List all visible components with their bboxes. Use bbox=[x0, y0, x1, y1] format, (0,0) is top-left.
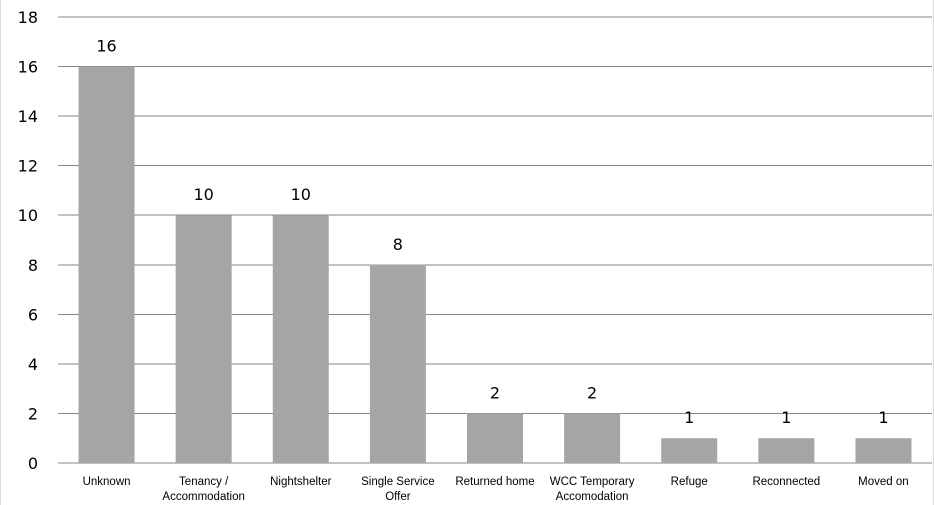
x-tick-label: Returned home bbox=[455, 476, 534, 488]
chart-frame-left bbox=[0, 0, 1, 505]
data-label: 16 bbox=[96, 37, 116, 56]
bar bbox=[758, 438, 815, 463]
y-tick-label: 10 bbox=[18, 206, 38, 225]
x-tick-label: Unknown bbox=[83, 476, 131, 488]
data-label: 2 bbox=[587, 383, 597, 402]
data-label: 1 bbox=[878, 408, 888, 427]
bar bbox=[175, 215, 232, 463]
y-tick-label: 14 bbox=[18, 107, 38, 126]
bar bbox=[855, 438, 912, 463]
bar bbox=[78, 66, 135, 464]
x-tick-label: Tenancy / Accommodation bbox=[162, 476, 244, 503]
x-tick-label: Moved on bbox=[858, 476, 909, 488]
bar bbox=[272, 215, 329, 463]
data-label: 1 bbox=[781, 408, 791, 427]
y-tick-label: 6 bbox=[28, 305, 38, 324]
bar bbox=[661, 438, 718, 463]
data-label: 8 bbox=[393, 235, 403, 254]
y-tick-label: 8 bbox=[28, 256, 38, 275]
y-tick-label: 18 bbox=[18, 8, 38, 27]
y-tick-label: 12 bbox=[18, 157, 38, 176]
y-tick-label: 0 bbox=[28, 454, 38, 473]
y-tick-label: 16 bbox=[18, 58, 38, 77]
y-tick-label: 4 bbox=[28, 355, 38, 374]
x-tick-label: Single Service Offer bbox=[361, 476, 435, 503]
x-tick-label: Refuge bbox=[671, 476, 708, 488]
x-tick-label: Nightshelter bbox=[270, 476, 332, 488]
data-label: 10 bbox=[291, 185, 311, 204]
data-label: 10 bbox=[193, 185, 213, 204]
bar bbox=[369, 264, 426, 463]
bar bbox=[467, 413, 523, 463]
x-tick-label: WCC Temporary Accomodation bbox=[550, 476, 635, 503]
x-tick-label: Reconnected bbox=[752, 476, 820, 488]
data-label: 1 bbox=[684, 408, 694, 427]
bar bbox=[564, 413, 621, 463]
y-tick-label: 2 bbox=[28, 404, 38, 423]
data-label: 2 bbox=[490, 383, 500, 402]
